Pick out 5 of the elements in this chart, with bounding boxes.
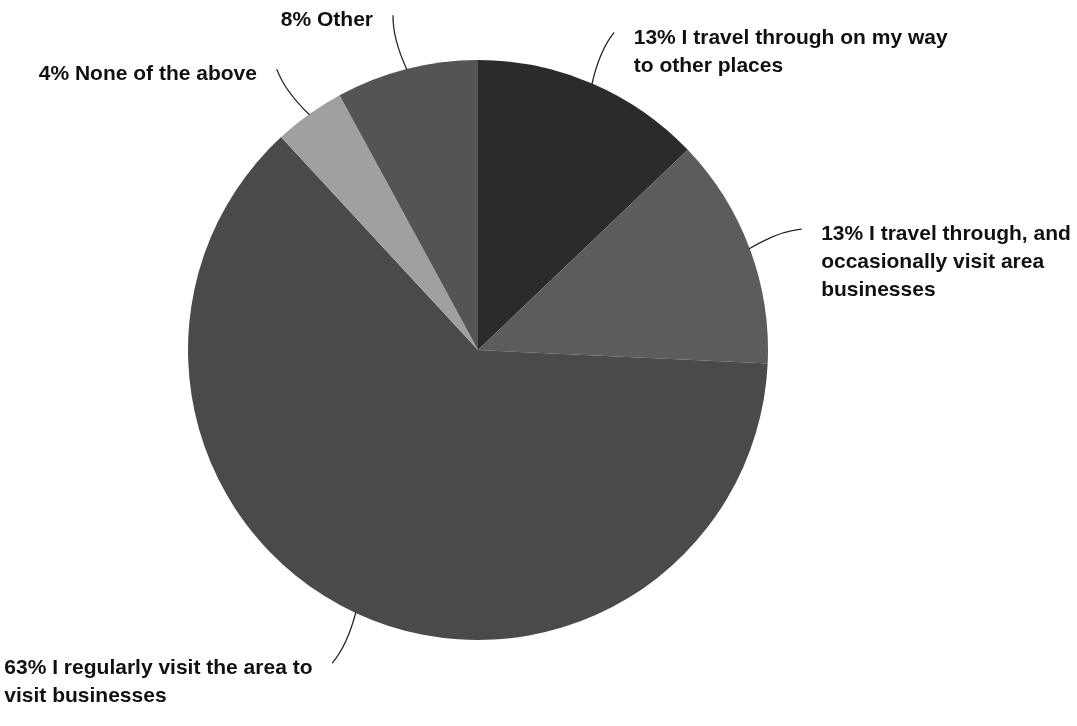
slice-label: 13% I travel through, and occasionally visit area businesses [821,221,1071,300]
slice-label: 13% I travel through on my way to other places [633,24,948,76]
slice-label: 63% I regularly visit the area to visit businesses [4,654,313,706]
slice-label: 4% None of the above [38,61,257,85]
slice-label: 8% Other [280,7,374,31]
